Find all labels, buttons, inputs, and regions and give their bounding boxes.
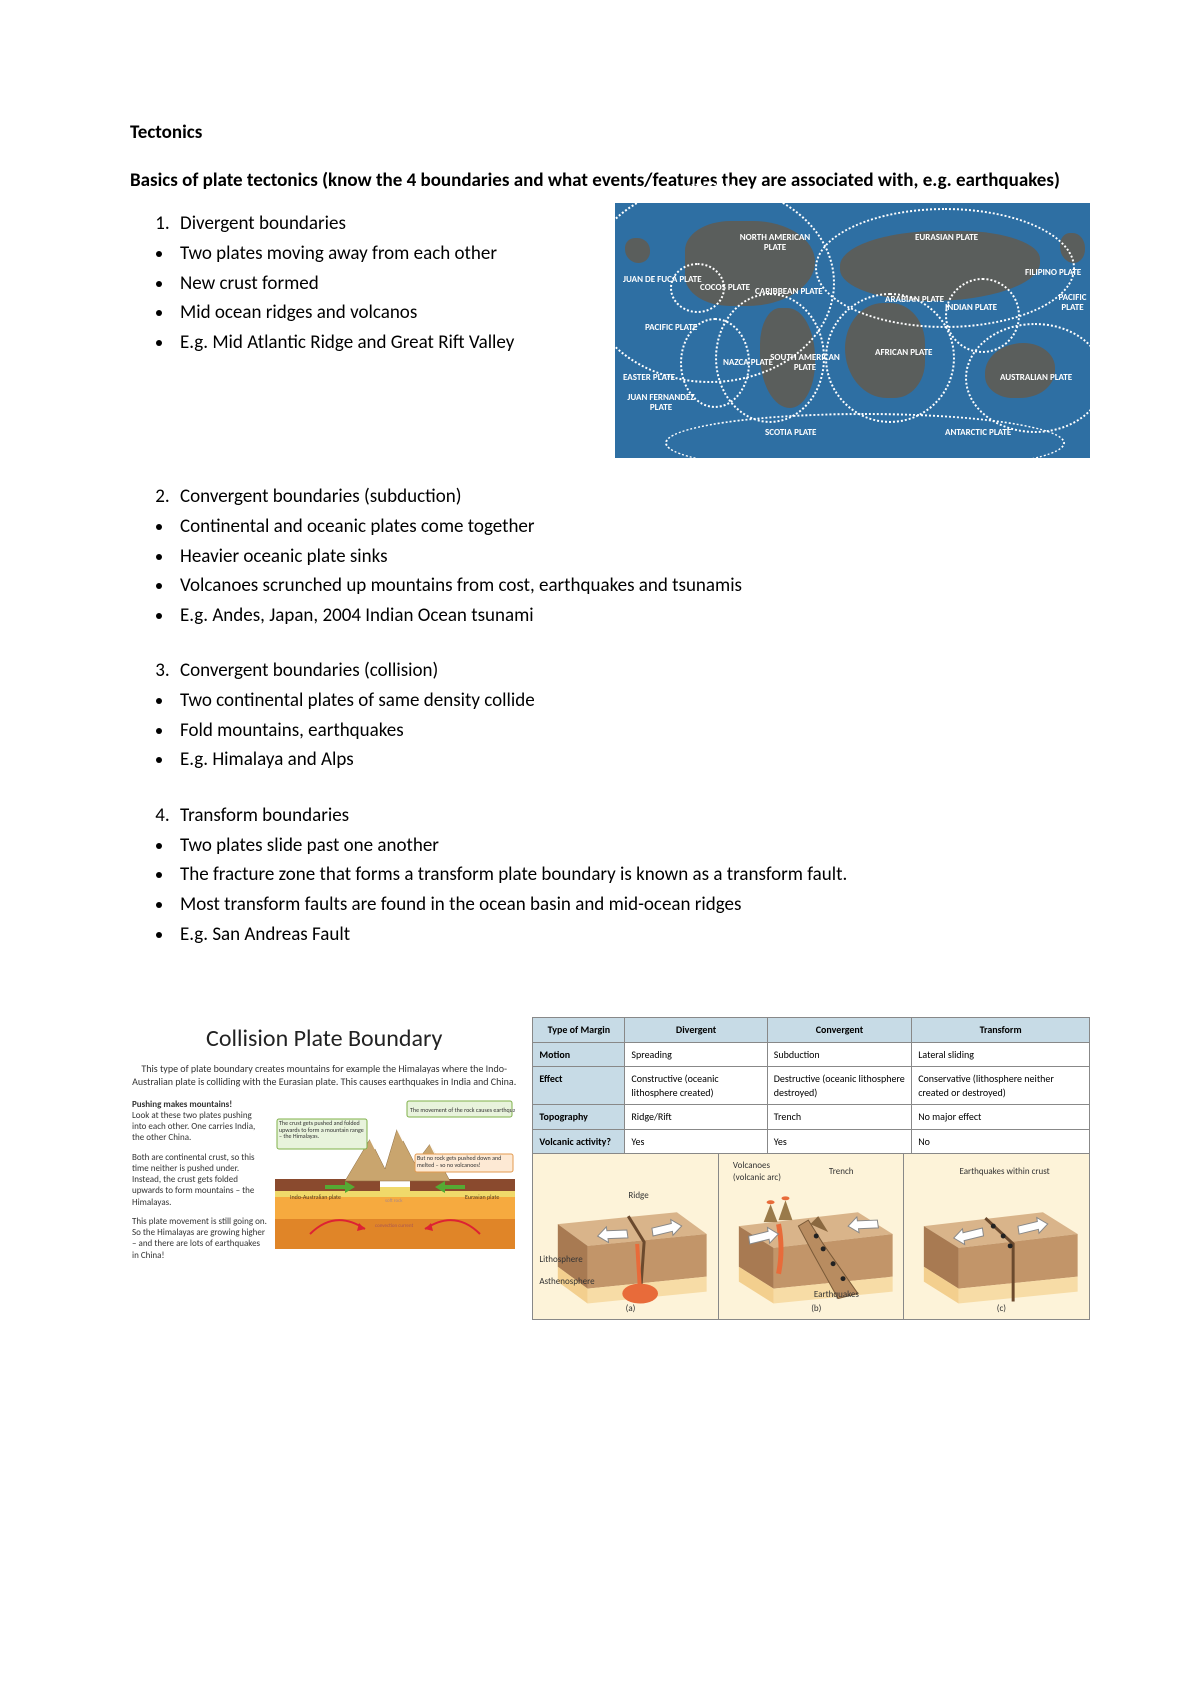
block-convergent: Volcanoes (volcanic arc) Trench Earthqua… bbox=[719, 1154, 905, 1319]
collision-subtitle: This type of plate boundary creates moun… bbox=[132, 1062, 516, 1089]
bullet-point: Heavier oceanic plate sinks bbox=[174, 544, 1090, 570]
plate-label: FILIPINO PLATE bbox=[1025, 268, 1081, 278]
block-divergent: Ridge Lithosphere Asthenosphere (a) bbox=[533, 1154, 719, 1319]
table-header: Convergent bbox=[767, 1018, 911, 1043]
plate-label: EURASIAN PLATE bbox=[915, 233, 978, 243]
table-cell: Yes bbox=[625, 1129, 767, 1154]
bullet-point: New crust formed bbox=[174, 271, 597, 297]
plate-label: COCOS PLATE bbox=[700, 283, 750, 293]
table-header: Transform bbox=[912, 1018, 1090, 1043]
table-cell: No major effect bbox=[912, 1105, 1090, 1130]
bullet-point: E.g. Himalaya and Alps bbox=[174, 747, 1090, 773]
table-cell: Subduction bbox=[767, 1042, 911, 1067]
table-header: Type of Margin bbox=[533, 1018, 625, 1043]
top-content: Divergent boundaries Two plates moving a… bbox=[130, 203, 1090, 458]
table-cell: Lateral sliding bbox=[912, 1042, 1090, 1067]
table-cell: Topography bbox=[533, 1105, 625, 1130]
svg-text:Indo-Australian plate: Indo-Australian plate bbox=[290, 1193, 341, 1201]
plate-label: INDIAN PLATE bbox=[945, 303, 997, 313]
bullet-point: Mid ocean ridges and volcanos bbox=[174, 300, 597, 326]
plate-label: AUSTRALIAN PLATE bbox=[1000, 373, 1072, 383]
plate-label: ANTARCTIC PLATE bbox=[945, 428, 1011, 438]
bullet-point: Fold mountains, earthquakes bbox=[174, 718, 1090, 744]
bullet-point: Two plates moving away from each other bbox=[174, 241, 597, 267]
bullet-point: Volcanoes scrunched up mountains from co… bbox=[174, 573, 1090, 599]
plate-label: PACIFIC PLATE bbox=[645, 323, 697, 333]
table-cell: Ridge/Rift bbox=[625, 1105, 767, 1130]
bullet-point: Continental and oceanic plates come toge… bbox=[174, 514, 1090, 540]
plate-label: JUAN DE FUCA PLATE bbox=[623, 275, 702, 285]
svg-text:soft rock: soft rock bbox=[385, 1198, 403, 1204]
page-subtitle: Basics of plate tectonics (know the 4 bo… bbox=[130, 168, 1090, 194]
plate-label: EASTER PLATE bbox=[623, 373, 675, 383]
section-3-heading: Convergent boundaries (collision) bbox=[174, 658, 1090, 684]
plate-label: SOUTH AMERICAN PLATE bbox=[765, 353, 845, 373]
table-cell: Trench bbox=[767, 1105, 911, 1130]
bullet-point: E.g. Mid Atlantic Ridge and Great Rift V… bbox=[174, 330, 597, 356]
collision-title: Collision Plate Boundary bbox=[132, 1023, 516, 1055]
table-cell: Yes bbox=[767, 1129, 911, 1154]
margin-table: Type of MarginDivergentConvergentTransfo… bbox=[532, 1017, 1090, 1154]
world-plate-map: NORTH AMERICAN PLATE EURASIAN PLATE FILIPI… bbox=[615, 203, 1090, 458]
table-cell: Effect bbox=[533, 1067, 625, 1105]
table-header: Divergent bbox=[625, 1018, 767, 1043]
collision-figure: Collision Plate Boundary This type of pl… bbox=[130, 1017, 518, 1275]
bullet-point: E.g. Andes, Japan, 2004 Indian Ocean tsu… bbox=[174, 603, 1090, 629]
bottom-figures: Collision Plate Boundary This type of pl… bbox=[130, 1017, 1090, 1320]
block-transform: Earthquakes within crust (c) bbox=[904, 1154, 1089, 1319]
bullet-point: Most transform faults are found in the o… bbox=[174, 892, 1090, 918]
plate-label: AFRICAN PLATE bbox=[875, 348, 932, 358]
collision-side-text: Pushing makes mountains!Look at these tw… bbox=[132, 1099, 267, 1269]
plate-label: JUAN FERNANDEZ PLATE bbox=[621, 393, 701, 413]
svg-text:convection current: convection current bbox=[375, 1223, 413, 1229]
table-cell: Motion bbox=[533, 1042, 625, 1067]
boundaries-list: Divergent boundaries Two plates moving a… bbox=[130, 203, 597, 458]
svg-text:Eurasian plate: Eurasian plate bbox=[465, 1193, 499, 1201]
table-cell: Conservative (lithosphere neither create… bbox=[912, 1067, 1090, 1105]
collision-diagram: The movement of the rock causes earthqua… bbox=[275, 1099, 515, 1249]
section-1-heading: Divergent boundaries bbox=[174, 211, 597, 237]
plate-label: SCOTIA PLATE bbox=[765, 428, 816, 438]
table-cell: No bbox=[912, 1129, 1090, 1154]
bullet-point: Two plates slide past one another bbox=[174, 833, 1090, 859]
table-cell: Volcanic activity? bbox=[533, 1129, 625, 1154]
bullet-point: The fracture zone that forms a transform… bbox=[174, 862, 1090, 888]
plate-label: ARABIAN PLATE bbox=[885, 295, 944, 305]
plate-label: PACIFIC PLATE bbox=[1055, 293, 1090, 313]
page-title: Tectonics bbox=[130, 120, 1090, 146]
section-4-heading: Transform boundaries bbox=[174, 803, 1090, 829]
table-cell: Destructive (oceanic lithosphere destroy… bbox=[767, 1067, 911, 1105]
table-cell: Constructive (oceanic lithosphere create… bbox=[625, 1067, 767, 1105]
bullet-point: Two continental plates of same density c… bbox=[174, 688, 1090, 714]
table-cell: Spreading bbox=[625, 1042, 767, 1067]
margin-table-figure: Type of MarginDivergentConvergentTransfo… bbox=[532, 1017, 1090, 1320]
section-2-heading: Convergent boundaries (subduction) bbox=[174, 484, 1090, 510]
bullet-point: E.g. San Andreas Fault bbox=[174, 922, 1090, 948]
plate-label: CARIBBEAN PLATE bbox=[755, 287, 823, 297]
plate-label: NORTH AMERICAN PLATE bbox=[735, 233, 815, 253]
svg-text:The movement of the rock cause: The movement of the rock causes earthqua… bbox=[410, 1106, 515, 1114]
